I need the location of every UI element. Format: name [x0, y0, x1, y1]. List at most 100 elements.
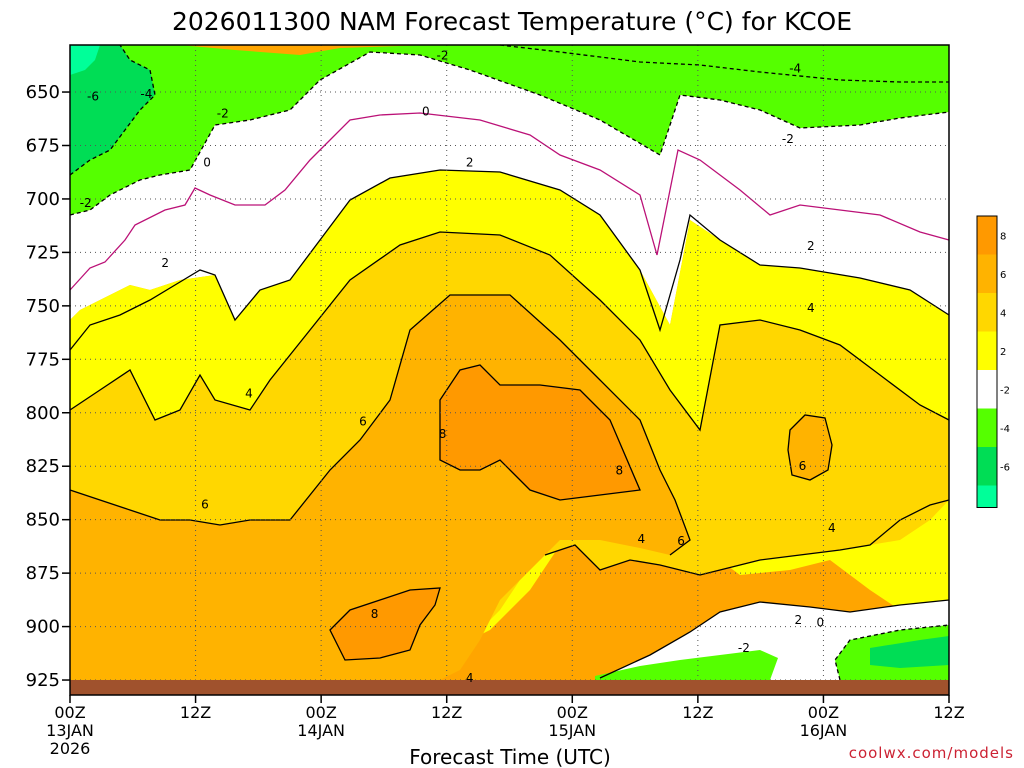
region-lower-right-green2 — [870, 636, 949, 668]
grid-lines — [70, 45, 949, 695]
x-tick-year-0: 2026 — [50, 739, 91, 758]
colorbar-segment-4 — [977, 370, 997, 409]
contour-label-26: -2 — [738, 641, 750, 655]
contour-label-21: 8 — [439, 427, 447, 441]
plot-area — [69, 44, 950, 695]
x-axis-title: Forecast Time (UTC) — [409, 745, 611, 768]
x-tick-label-3: 12Z — [431, 703, 462, 722]
colorbar-segment-0 — [977, 216, 997, 255]
contour-label-6: -2 — [80, 196, 92, 210]
y-tick-label-900: 900 — [26, 617, 60, 638]
y-tick-label-700: 700 — [26, 189, 60, 210]
colorbar-label-3: 2 — [1000, 347, 1006, 358]
contour-4-lower — [544, 499, 950, 576]
colorbar-segment-2 — [977, 293, 997, 332]
contour-label-5: -2 — [782, 132, 794, 146]
x-tick-date-0: 13JAN — [46, 721, 94, 740]
y-tick-label-750: 750 — [26, 296, 60, 317]
colorbar-label-4: -2 — [1000, 385, 1010, 396]
contour-2-upper — [69, 169, 950, 351]
contour-label-3: -2 — [437, 49, 449, 63]
y-tick-label-925: 925 — [26, 670, 60, 691]
contour-label-12: 4 — [245, 387, 253, 401]
contour-label-23: 8 — [371, 607, 379, 621]
region-minus4-upper — [70, 45, 949, 215]
contour-label-17: 6 — [359, 414, 367, 428]
contour-2-lower — [599, 599, 950, 679]
y-tick-label-675: 675 — [26, 135, 60, 156]
y-tick-label-775: 775 — [26, 349, 60, 370]
contour-label-7: 0 — [203, 156, 211, 170]
contour-0-upper — [69, 112, 950, 291]
y-tick-label-650: 650 — [26, 82, 60, 103]
colorbar-label-1: 6 — [1000, 270, 1006, 281]
ground-surface — [70, 680, 949, 695]
contour-8-upper — [439, 364, 641, 501]
x-tick-label-6: 00Z — [808, 703, 839, 722]
contour-minus2-upper — [69, 51, 950, 216]
x-tick-label-1: 12Z — [180, 703, 211, 722]
contour-label-18: 6 — [201, 498, 209, 512]
y-tick-label-825: 825 — [26, 456, 60, 477]
contour-label-14: 4 — [638, 532, 646, 546]
colorbar-label-0: 8 — [1000, 231, 1006, 242]
contour-label-0: -6 — [87, 89, 99, 103]
contour-label-24: 2 — [794, 613, 802, 627]
colorbar-segment-3 — [977, 331, 997, 370]
colorbar-label-2: 4 — [1000, 308, 1006, 319]
contour-4 — [69, 231, 950, 432]
contour-label-25: 0 — [816, 615, 824, 629]
contour-label-13: 4 — [807, 301, 815, 315]
colorbar-segment-6 — [977, 447, 997, 486]
x-tick-date-2: 14JAN — [297, 721, 345, 740]
colorbar: 8 6 4 2 -2 -4 -6 — [976, 215, 1010, 508]
contour-label-1: -4 — [140, 87, 152, 101]
contour-label-4: -4 — [789, 62, 801, 76]
contour-label-22: 8 — [616, 463, 624, 477]
contour-label-8: 0 — [422, 104, 430, 118]
region-green-upper-left — [70, 45, 155, 175]
contour-6-cell — [787, 414, 833, 481]
x-tick-label-5: 12Z — [682, 703, 713, 722]
x-tick-date-6: 16JAN — [800, 721, 848, 740]
x-tick-label-4: 00Z — [557, 703, 588, 722]
contour-8-lower — [329, 587, 441, 661]
x-tick-date-4: 15JAN — [548, 721, 596, 740]
colorbar-segment-5 — [977, 408, 997, 447]
colorbar-label-5: -4 — [1000, 424, 1010, 435]
colorbar-frame — [976, 215, 998, 508]
contour-label-11: 2 — [807, 239, 815, 253]
x-tick-label-7: 12Z — [933, 703, 964, 722]
colorbar-segment-1 — [977, 254, 997, 293]
contour-minus2-lower — [834, 624, 950, 681]
region-minus2-upper — [70, 52, 949, 325]
colorbar-label-6: -6 — [1000, 462, 1010, 473]
contour-minus4-right — [499, 44, 949, 83]
contour-label-9: 2 — [466, 156, 474, 170]
contour-label-20: 6 — [799, 459, 807, 473]
y-tick-label-725: 725 — [26, 242, 60, 263]
region-plus6-right-cell — [788, 415, 832, 480]
x-tick-label-0: 00Z — [54, 703, 85, 722]
contour-lines — [69, 44, 950, 681]
region-lower-center-white — [810, 616, 840, 626]
contour-label-19: 6 — [677, 534, 685, 548]
colorbar-segment-end — [977, 485, 997, 508]
plot-frame — [69, 44, 950, 696]
region-lower-center-green — [595, 650, 778, 680]
contour-label-16: 4 — [466, 671, 474, 685]
contour-label-10: 2 — [161, 256, 169, 270]
y-tick-label-875: 875 — [26, 563, 60, 584]
region-minus6-corner — [70, 45, 100, 75]
y-tick-label-800: 800 — [26, 403, 60, 424]
x-tick-label-2: 00Z — [305, 703, 336, 722]
contour-label-15: 4 — [828, 521, 836, 535]
credit-text: coolwx.com/models — [849, 744, 1014, 762]
y-axis: 650 675 700 725 750 775 800 825 850 875 900 925 — [26, 82, 70, 691]
y-tick-label-850: 850 — [26, 510, 60, 531]
contour-label-2: -2 — [217, 106, 229, 120]
chart-title: 2026011300 NAM Forecast Temperature (°C)… — [172, 7, 852, 36]
